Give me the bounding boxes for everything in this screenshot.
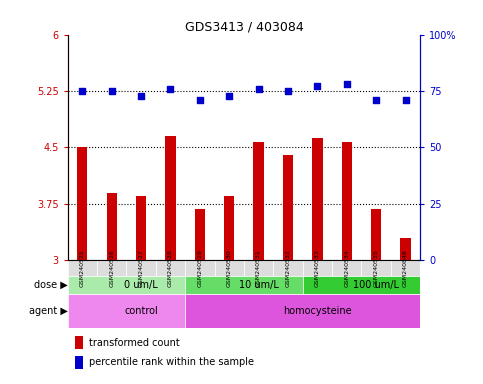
Bar bbox=[273, 260, 303, 276]
Point bbox=[137, 93, 145, 99]
Bar bbox=[303, 260, 332, 276]
Bar bbox=[75, 356, 84, 369]
Bar bbox=[136, 196, 146, 260]
Text: GSM240531: GSM240531 bbox=[256, 249, 261, 287]
Bar bbox=[312, 139, 323, 260]
Bar bbox=[303, 276, 420, 294]
Bar bbox=[68, 276, 185, 294]
Point bbox=[78, 88, 86, 94]
Text: 0 um/L: 0 um/L bbox=[124, 280, 158, 290]
Bar bbox=[214, 260, 244, 276]
Bar bbox=[185, 294, 420, 328]
Text: 100 um/L: 100 um/L bbox=[353, 280, 399, 290]
Text: GSM240526: GSM240526 bbox=[109, 249, 114, 287]
Title: GDS3413 / 403084: GDS3413 / 403084 bbox=[185, 20, 303, 33]
Text: dose ▶: dose ▶ bbox=[34, 280, 68, 290]
Point bbox=[255, 86, 262, 92]
Bar bbox=[97, 260, 127, 276]
Point bbox=[402, 97, 410, 103]
Bar bbox=[156, 260, 185, 276]
Bar bbox=[68, 294, 185, 328]
Text: 10 um/L: 10 um/L bbox=[239, 280, 279, 290]
Text: transformed count: transformed count bbox=[89, 338, 180, 348]
Text: percentile rank within the sample: percentile rank within the sample bbox=[89, 357, 254, 367]
Bar bbox=[361, 260, 391, 276]
Point bbox=[196, 97, 204, 103]
Point bbox=[284, 88, 292, 94]
Point bbox=[343, 81, 351, 87]
Bar bbox=[77, 147, 87, 260]
Text: control: control bbox=[124, 306, 158, 316]
Point bbox=[167, 86, 174, 92]
Text: GSM240528: GSM240528 bbox=[168, 249, 173, 287]
Bar bbox=[224, 196, 234, 260]
Text: GSM240532: GSM240532 bbox=[285, 249, 290, 287]
Bar bbox=[75, 336, 84, 349]
Bar bbox=[371, 209, 381, 260]
Bar bbox=[107, 193, 117, 260]
Bar bbox=[254, 142, 264, 260]
Text: GSM240534: GSM240534 bbox=[344, 249, 349, 287]
Bar bbox=[391, 260, 420, 276]
Text: GSM240527: GSM240527 bbox=[139, 249, 143, 287]
Text: homocysteine: homocysteine bbox=[283, 306, 352, 316]
Bar bbox=[341, 142, 352, 260]
Text: GSM240848: GSM240848 bbox=[403, 249, 408, 287]
Bar bbox=[185, 260, 214, 276]
Point bbox=[372, 97, 380, 103]
Bar bbox=[165, 136, 176, 260]
Bar bbox=[68, 260, 97, 276]
Bar bbox=[127, 260, 156, 276]
Bar bbox=[332, 260, 361, 276]
Text: GSM240529: GSM240529 bbox=[198, 249, 202, 287]
Text: agent ▶: agent ▶ bbox=[29, 306, 68, 316]
Text: GSM240533: GSM240533 bbox=[315, 249, 320, 287]
Bar bbox=[195, 209, 205, 260]
Bar bbox=[185, 276, 303, 294]
Bar bbox=[283, 155, 293, 260]
Bar bbox=[244, 260, 273, 276]
Text: GSM240525: GSM240525 bbox=[80, 249, 85, 287]
Point bbox=[313, 83, 321, 89]
Point bbox=[108, 88, 115, 94]
Text: GSM240535: GSM240535 bbox=[374, 249, 379, 287]
Point bbox=[226, 93, 233, 99]
Bar bbox=[400, 238, 411, 260]
Text: GSM240530: GSM240530 bbox=[227, 249, 232, 287]
